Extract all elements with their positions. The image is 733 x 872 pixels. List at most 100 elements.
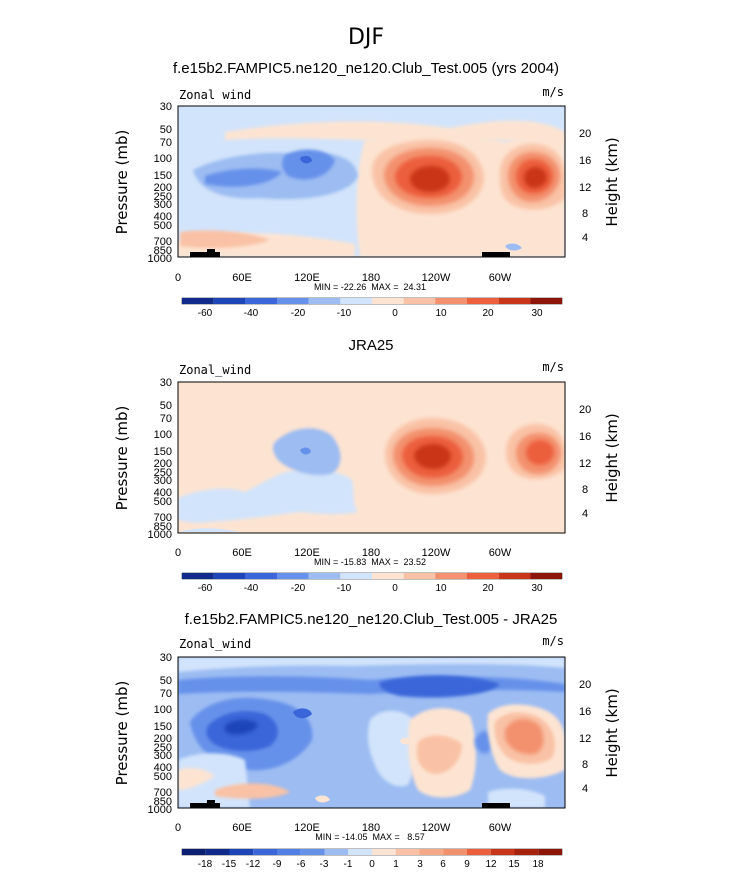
panel-1-model: f.e15b2.FAMPIC5.ne120_ne120.Club_Test.00… [113,60,621,319]
panel-2-ytick-700: 700 [154,512,172,524]
panel-2-ytick-250: 250 [154,467,172,479]
panel-1-xtick-120e: 120E [294,272,320,284]
panel-1-ytick-400: 400 [154,211,172,223]
panel-3-min-max: MIN = -14.05 MAX = 8.57 [315,832,425,842]
panel-3-cb-swatch-4 [253,849,277,855]
panel-3-upper-negative-core [379,675,500,698]
panel-3-xtick-180: 180 [362,822,380,834]
panel-3-cb-label-13: 12 [485,859,497,870]
panel-3-cb-label-3: -12 [246,859,261,870]
panel-2-xtick-60w: 60W [489,547,512,559]
panel-1-small-negative [505,243,522,251]
panel-2-y2tick-4: 4 [582,508,588,520]
panel-3-cb-label-4: -9 [273,859,282,870]
panel-2-cb-swatch-4 [277,573,309,579]
panel-2-cb-label-6: 10 [435,583,447,594]
panel-3-cb-label-7: -1 [344,859,353,870]
panel-1-surface-positive-inner [180,230,270,248]
panel-3-cb-swatch-9 [372,849,396,855]
panel-1-easterly-inner-west [205,168,282,187]
panel-2-ytick-70: 70 [160,413,172,425]
panel-1-xtick-120w: 120W [422,272,451,284]
panel-2-cb-label-4: -10 [337,583,352,594]
panel-3-ytick-850: 850 [154,796,172,808]
panel-1-cb-label-8: 30 [531,308,543,319]
panel-1-ytick-30: 30 [160,101,172,113]
panel-3-cb-swatch-2 [205,849,230,855]
panel-3-ytick-150: 150 [154,721,172,733]
panel-3-cb-label-12: 9 [464,859,470,870]
panel-2-ytick-100: 100 [154,429,172,441]
panel-3-topography-peak [207,800,215,804]
panel-1-cb-swatch-12 [530,298,562,304]
panel-3-ytick-300: 300 [154,750,172,762]
panel-3-title: f.e15b2.FAMPIC5.ne120_ne120.Club_Test.00… [185,611,558,628]
panel-2-cb-label-7: 20 [482,583,494,594]
panel-2-xtick-0: 0 [175,547,181,559]
panel-2-contour-field [178,382,565,533]
panel-3-cb-label-14: 15 [508,859,520,870]
panel-1-variable-label: Zonal wind [179,88,251,102]
panel-3-cb-label-10: 3 [417,859,423,870]
panel-3-ytick-400: 400 [154,762,172,774]
panel-3-cb-swatch-1 [182,849,206,855]
panel-3-cb-swatch-7 [324,849,349,855]
panel-1-ytick-500: 500 [154,220,172,232]
panel-3-positive-atlantic-core [505,718,544,755]
panel-1-y2-axis-label: Height (km) [603,137,621,226]
panel-2-ytick-150: 150 [154,446,172,458]
panel-3-ytick-700: 700 [154,787,172,799]
panel-3-frame [177,656,566,809]
panel-2-variable-label: Zonal_wind [179,363,251,377]
panel-1-ytick-250: 250 [154,191,172,203]
panel-1-ytick-100: 100 [154,153,172,165]
panel-1-cb-label-2: -40 [244,308,259,319]
panel-3-xtick-60w: 60W [489,822,512,834]
panel-2-ytick-30: 30 [160,377,172,389]
panel-2-cb-swatch-11 [498,573,531,579]
panel-3-colorbar: -18 -15 -12 -9 -6 -3 -1 0 1 3 6 9 12 15 … [181,848,563,870]
panel-3-cb-label-9: 1 [393,859,399,870]
panel-1-frame [177,105,566,258]
panel-1-cb-label-4: -10 [337,308,352,319]
panel-2-cb-swatch-6 [340,573,372,579]
panel-1-upper-positive-band [225,120,565,148]
panel-1-cb-swatch-10 [467,298,499,304]
panel-1-title: f.e15b2.FAMPIC5.ne120_ne120.Club_Test.00… [173,60,559,77]
panel-1-cb-label-3: -20 [291,308,306,319]
panel-3-negative-core [224,719,258,735]
panel-1-cb-label-6: 10 [435,308,447,319]
panel-3-positive-east-pacific-inner [416,735,462,774]
panel-2-cb-swatch-9 [435,573,467,579]
panel-1-xtick-60w: 60W [489,272,512,284]
panel-3-ytick-1000: 1000 [148,804,172,816]
panel-2-ytick-400: 400 [154,487,172,499]
panel-3-lower-positive-africa [215,783,290,799]
panel-3-cb-label-11: 6 [440,859,446,870]
panel-3-units-label: m/s [542,634,564,648]
panel-2-y2tick-16: 16 [579,431,591,443]
panel-3-ytick-100: 100 [154,704,172,716]
panel-3-ytick-50: 50 [160,675,172,687]
panel-2-blue-surface [178,528,240,532]
panel-3-xtick-0: 0 [175,822,181,834]
panel-2-ytick-50: 50 [160,400,172,412]
panel-3-light-patch-center [367,710,417,787]
panel-3-contour-field [178,657,565,808]
panel-1-contour-field [178,106,565,257]
panel-2-jet2-core [526,440,554,465]
panel-2-cb-label-3: -20 [291,583,306,594]
panel-3-y2tick-4: 4 [582,783,588,795]
panel-2-units-label: m/s [542,360,564,374]
panel-2-cb-swatch-8 [403,573,436,579]
panel-1-topography-africa [190,252,220,257]
panel-3-cb-swatch-6 [300,849,325,855]
panel-3-cb-swatch-12 [443,849,467,855]
panel-2-title: JRA25 [348,337,393,354]
panel-3-y2tick-12: 12 [579,733,591,745]
panel-1-min-max: MIN = -22.26 MAX = 24.31 [314,282,426,292]
panel-3-variable-label: Zonal_wind [179,637,251,651]
panel-1-colorbar: -60 -40 -20 -10 0 10 20 30 [181,297,563,319]
panel-1-cb-swatch-5 [308,298,341,304]
